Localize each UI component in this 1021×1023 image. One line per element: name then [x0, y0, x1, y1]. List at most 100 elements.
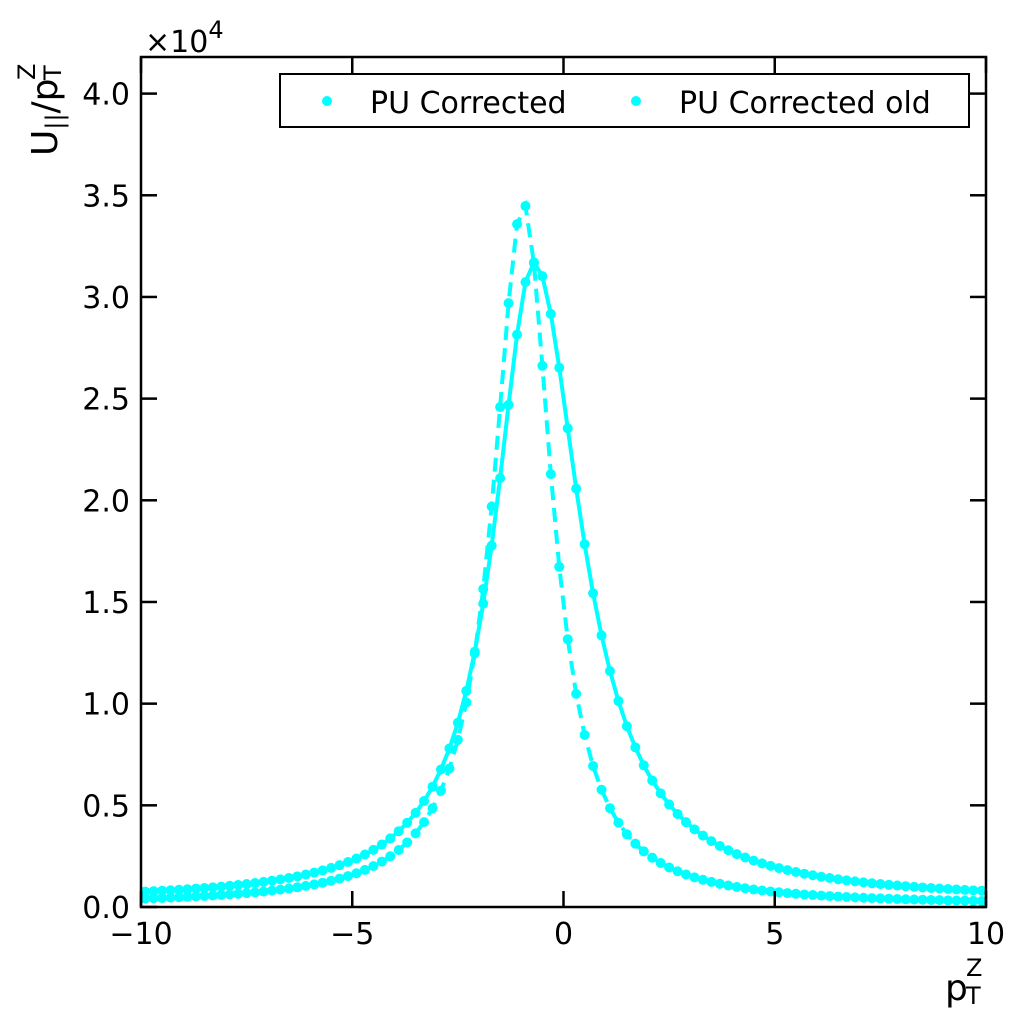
data-point — [207, 890, 218, 901]
data-point — [427, 781, 438, 792]
data-point — [174, 884, 185, 895]
data-point — [393, 826, 404, 837]
data-point — [148, 893, 159, 904]
data-point — [892, 880, 903, 891]
data-point — [266, 875, 277, 886]
data-point — [714, 878, 725, 889]
svg-text:U||/p: U||/p — [25, 78, 69, 156]
data-point — [689, 824, 700, 835]
data-point — [326, 862, 337, 873]
data-point — [850, 876, 861, 887]
data-point — [444, 743, 455, 754]
data-point — [664, 799, 675, 810]
data-point — [258, 876, 269, 887]
series-layer — [140, 199, 987, 906]
y-tick-label: 3.5 — [82, 179, 130, 214]
data-point — [900, 894, 911, 905]
data-point — [900, 881, 911, 892]
data-point — [351, 853, 362, 864]
series-pu-corrected-old — [140, 199, 987, 906]
data-point — [266, 885, 277, 896]
data-point — [283, 883, 294, 894]
data-point — [334, 860, 345, 871]
y-multiplier-base: ×10 — [145, 25, 208, 60]
data-point — [858, 877, 869, 888]
y-label-sub: || — [41, 113, 69, 129]
series-line — [145, 199, 982, 903]
data-point — [512, 219, 523, 230]
data-point — [393, 845, 404, 856]
data-point — [495, 473, 506, 484]
data-point — [647, 775, 658, 786]
data-point — [959, 884, 970, 895]
y-multiplier-exp: 4 — [208, 16, 223, 44]
data-point — [790, 867, 801, 877]
data-point — [554, 561, 565, 572]
data-point — [233, 879, 244, 890]
data-point — [723, 845, 734, 856]
data-point — [942, 884, 953, 895]
x-axis-label-sup: Z — [966, 954, 982, 982]
data-point — [224, 889, 235, 900]
data-point — [892, 893, 903, 904]
data-point — [190, 891, 201, 902]
data-point — [216, 881, 227, 892]
data-point — [326, 875, 337, 886]
ticks-layer — [139, 57, 988, 909]
y-tick-label: 2.5 — [82, 383, 130, 418]
data-point — [452, 734, 463, 745]
data-point — [376, 839, 387, 850]
data-point — [731, 849, 742, 860]
data-point — [613, 817, 624, 828]
data-point — [909, 881, 920, 892]
data-point — [503, 298, 514, 309]
data-point — [562, 634, 573, 645]
data-point — [875, 893, 886, 904]
data-point — [782, 865, 793, 876]
legend-label-pu-corrected: PU Corrected — [370, 86, 567, 121]
data-point — [224, 880, 235, 891]
data-point — [579, 729, 590, 740]
data-point — [537, 271, 548, 282]
data-point — [909, 894, 920, 905]
data-point — [410, 828, 421, 839]
data-point — [157, 885, 168, 896]
data-point — [343, 871, 354, 882]
data-point — [723, 880, 734, 891]
data-point — [199, 890, 210, 901]
y-multiplier: ×104 — [145, 16, 224, 60]
data-point — [613, 696, 624, 707]
data-point — [757, 885, 768, 896]
data-point — [638, 846, 649, 857]
tick-labels-layer: −10 −5 0 5 10 0.0 0.5 1.0 1.5 2.0 2.5 3.0 3.5 4.0 — [82, 78, 1005, 952]
data-point — [976, 885, 987, 896]
data-point — [368, 844, 379, 855]
data-point — [520, 277, 531, 288]
data-point — [833, 874, 844, 885]
data-point — [934, 883, 945, 894]
y-label-sup: Z — [13, 64, 41, 80]
data-point — [300, 880, 311, 891]
data-point — [824, 873, 835, 883]
data-point — [190, 883, 201, 894]
data-point — [934, 895, 945, 906]
data-point — [959, 895, 970, 906]
data-point — [621, 829, 632, 840]
legend: PU Corrected PU Corrected old — [279, 73, 970, 128]
data-point — [250, 878, 261, 889]
data-point — [419, 817, 430, 828]
data-point — [148, 886, 159, 897]
data-point — [275, 884, 286, 895]
data-point — [748, 855, 759, 866]
data-point — [495, 402, 506, 413]
data-point — [926, 894, 937, 905]
data-point — [621, 721, 632, 732]
data-point — [765, 886, 776, 897]
data-point — [976, 895, 987, 906]
data-point — [630, 742, 641, 753]
x-tick-label: 5 — [765, 917, 784, 952]
y-tick-label: 0.0 — [82, 891, 130, 926]
data-point — [579, 539, 590, 550]
legend-marker-pu-corrected — [322, 96, 332, 106]
data-point — [841, 892, 852, 902]
